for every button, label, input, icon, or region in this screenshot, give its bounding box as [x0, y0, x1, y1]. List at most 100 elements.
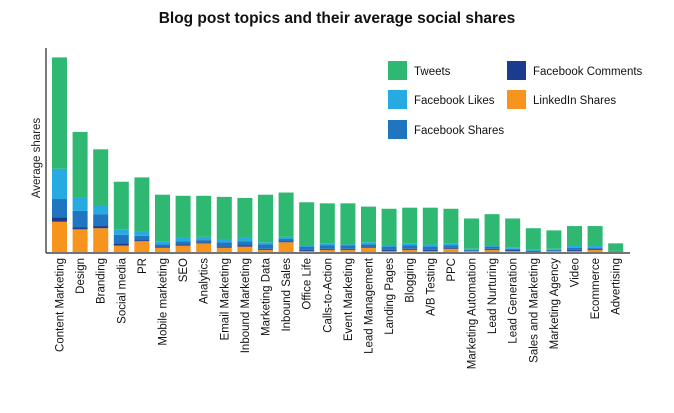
- x-tick-label: Inbound Marketing: [240, 258, 252, 353]
- bar-inbound-marketing-linkedin-shares: [237, 246, 253, 252]
- bar-analytics-facebook-likes: [196, 236, 212, 241]
- legend-swatch: [507, 61, 526, 80]
- legend-label: Facebook Shares: [414, 125, 504, 137]
- bar-blogging-linkedin-shares: [402, 249, 418, 252]
- bar-marketing-automation-tweets: [464, 218, 479, 249]
- bar-design-tweets: [72, 132, 88, 198]
- bar-lead-generation-facebook-shares: [505, 248, 521, 250]
- bar-landing-pages-tweets: [381, 208, 397, 246]
- bar-marketing-agency-linkedin-shares: [546, 250, 562, 252]
- bar-ecommerce-facebook-comments: [587, 248, 603, 250]
- x-tick-label: Marketing Agency: [549, 258, 561, 350]
- bar-mobile-marketing-facebook-comments: [155, 246, 170, 248]
- bar-calls-to-action-facebook-shares: [319, 245, 335, 249]
- bar-analytics-linkedin-shares: [196, 243, 212, 252]
- bar-email-marketing-facebook-shares: [216, 242, 232, 247]
- bar-ppc-facebook-likes: [443, 243, 459, 246]
- bar-lead-nurturing-linkedin-shares: [484, 249, 500, 252]
- bar-ecommerce-tweets: [587, 226, 603, 246]
- bar-email-marketing-facebook-comments: [216, 246, 232, 248]
- bar-marketing-data-linkedin-shares: [258, 249, 273, 252]
- bar-branding-facebook-shares: [93, 214, 109, 227]
- x-tick-label: SEO: [178, 258, 190, 282]
- x-tick-label: Event Marketing: [343, 258, 355, 341]
- bar-office-life-facebook-shares: [299, 246, 315, 250]
- bar-lead-management-tweets: [361, 206, 376, 243]
- x-tick-label: PPC: [446, 258, 458, 282]
- x-tick-label: Landing Pages: [384, 258, 396, 335]
- x-tick-label: Email Marketing: [219, 258, 231, 340]
- bar-social-media-facebook-likes: [113, 229, 129, 235]
- bar-pr-facebook-shares: [134, 235, 150, 241]
- bar-event-marketing-facebook-likes: [340, 244, 356, 246]
- legend-label: Tweets: [414, 66, 451, 78]
- bar-office-life-facebook-comments: [299, 249, 315, 251]
- bar-marketing-automation-facebook-likes: [464, 248, 479, 250]
- bar-pr-linkedin-shares: [134, 241, 150, 252]
- bar-pr-facebook-comments: [134, 240, 150, 242]
- bar-inbound-marketing-facebook-likes: [237, 237, 253, 242]
- bar-event-marketing-facebook-comments: [340, 248, 356, 250]
- bar-content-marketing-facebook-shares: [52, 199, 67, 218]
- bar-video-facebook-likes: [567, 245, 582, 248]
- bar-ppc-tweets: [443, 208, 459, 244]
- bar-design-facebook-shares: [72, 210, 88, 228]
- bar-seo-linkedin-shares: [175, 245, 191, 252]
- bar-design-facebook-likes: [72, 197, 88, 211]
- bar-advertising-tweets: [608, 243, 624, 251]
- bar-sales-and-marketing-facebook-likes: [525, 249, 541, 251]
- bar-inbound-marketing-tweets: [237, 197, 253, 238]
- bar-office-life-facebook-likes: [299, 245, 315, 247]
- bar-marketing-data-facebook-comments: [258, 248, 273, 250]
- bar-blogging-facebook-shares: [402, 245, 418, 249]
- bar-a-b-testing-linkedin-shares: [422, 250, 438, 252]
- x-tick-label: Lead Nurturing: [487, 258, 499, 334]
- bar-landing-pages-facebook-shares: [381, 246, 397, 250]
- bar-marketing-automation-facebook-shares: [464, 249, 479, 251]
- bar-social-media-facebook-comments: [113, 243, 129, 246]
- x-tick-label: Calls-to-Action: [322, 258, 334, 333]
- bar-branding-linkedin-shares: [93, 228, 109, 252]
- bar-lead-nurturing-facebook-shares: [484, 246, 500, 249]
- bar-seo-facebook-shares: [175, 241, 191, 245]
- bar-social-media-facebook-shares: [113, 234, 129, 244]
- bar-marketing-agency-facebook-likes: [546, 248, 562, 250]
- bar-design-facebook-comments: [72, 227, 88, 230]
- bar-calls-to-action-linkedin-shares: [319, 249, 335, 252]
- bar-marketing-automation-linkedin-shares: [464, 250, 479, 252]
- y-axis: Average shares: [31, 48, 47, 253]
- bar-analytics-tweets: [196, 195, 212, 237]
- bar-analytics-facebook-shares: [196, 240, 212, 243]
- x-tick-label: Sales and Marketing: [528, 258, 540, 363]
- x-tick-label: Content Marketing: [55, 258, 67, 352]
- bar-landing-pages-linkedin-shares: [381, 250, 397, 252]
- bar-lead-management-facebook-shares: [361, 244, 376, 247]
- x-tick-labels: Content Marketing Design Branding Social me…: [55, 257, 623, 369]
- bar-marketing-data-facebook-likes: [258, 242, 273, 245]
- bar-blogging-facebook-comments: [402, 248, 418, 250]
- bar-mobile-marketing-tweets: [155, 194, 170, 242]
- bar-marketing-agency-tweets: [546, 230, 562, 249]
- bar-landing-pages-facebook-likes: [381, 245, 397, 247]
- bar-content-marketing-linkedin-shares: [52, 221, 67, 252]
- x-tick-label: Inbound Sales: [281, 258, 293, 332]
- bar-pr-tweets: [134, 177, 150, 232]
- x-tick-label: Video: [570, 258, 582, 287]
- bar-social-media-tweets: [113, 181, 129, 230]
- bar-lead-nurturing-facebook-likes: [484, 245, 500, 247]
- bar-content-marketing-facebook-likes: [52, 168, 67, 200]
- bar-office-life-linkedin-shares: [299, 250, 315, 252]
- bars-group: [52, 57, 624, 252]
- bar-email-marketing-linkedin-shares: [216, 247, 232, 252]
- bar-lead-generation-facebook-comments: [505, 249, 521, 251]
- bar-analytics-facebook-comments: [196, 242, 212, 244]
- bar-marketing-data-tweets: [258, 194, 273, 243]
- x-tick-label: A/B Testing: [425, 258, 437, 316]
- bar-content-marketing-facebook-comments: [52, 217, 67, 222]
- bar-ecommerce-linkedin-shares: [587, 249, 603, 252]
- bar-lead-nurturing-tweets: [484, 214, 500, 246]
- x-tick-label: Mobile marketing: [158, 258, 170, 346]
- legend-item-facebook-comments: Facebook Comments: [507, 61, 643, 80]
- x-tick-label: Social media: [116, 257, 128, 323]
